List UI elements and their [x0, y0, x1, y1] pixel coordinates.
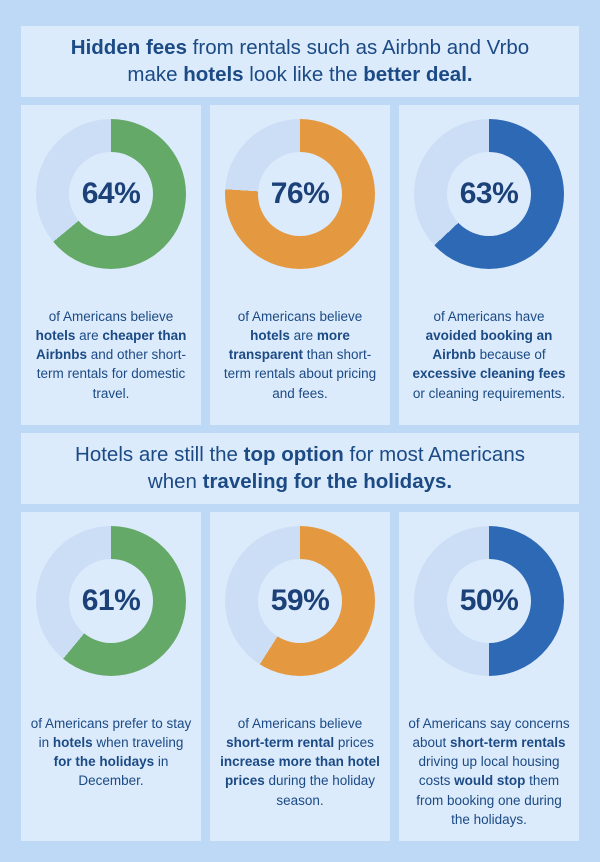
- stat-description: of Americans have avoided booking an Air…: [412, 308, 566, 401]
- stat-card-cleaning-fees: 63% of Americans have avoided booking an…: [399, 104, 579, 425]
- stat-card-cheaper: 64% of Americans believe hotels are chea…: [21, 104, 201, 425]
- donut-percent-label: 64%: [81, 176, 141, 210]
- donut-percent-label: 61%: [81, 583, 141, 617]
- donut-hole: 61%: [69, 558, 153, 643]
- donut-chart-63: 63%: [414, 118, 564, 269]
- donut-percent-label: 63%: [459, 176, 519, 210]
- donut-percent-label: 59%: [270, 583, 330, 617]
- stat-description: of Americans believe short-term rental p…: [220, 715, 380, 808]
- donut-hole: 63%: [447, 151, 531, 236]
- donut-chart-61: 61%: [36, 525, 186, 676]
- donut-hole: 59%: [258, 558, 342, 643]
- stat-description: of Americans believe hotels are more tra…: [223, 308, 377, 401]
- stat-description: of Americans prefer to stay in hotels wh…: [30, 715, 192, 789]
- donut-hole: 50%: [447, 558, 531, 643]
- stat-card-holiday-prices: 59% of Americans believe short-term rent…: [210, 511, 390, 841]
- donut-hole: 76%: [258, 151, 342, 236]
- headline-top-option: Hotels are still the top option for most…: [21, 432, 579, 504]
- stat-card-transparent: 76% of Americans believe hotels are more…: [210, 104, 390, 425]
- donut-chart-50: 50%: [414, 525, 564, 676]
- stat-description: of Americans believe hotels are cheaper …: [35, 308, 187, 401]
- stats-row-2: 61% of Americans prefer to stay in hotel…: [21, 511, 579, 841]
- stats-row-1: 64% of Americans believe hotels are chea…: [21, 104, 579, 425]
- donut-hole: 64%: [69, 151, 153, 236]
- donut-chart-64: 64%: [36, 118, 186, 269]
- donut-percent-label: 50%: [459, 583, 519, 617]
- donut-chart-76: 76%: [225, 118, 375, 269]
- stat-card-housing-costs: 50% of Americans say concerns about shor…: [399, 511, 579, 841]
- donut-chart-59: 59%: [225, 525, 375, 676]
- donut-percent-label: 76%: [270, 176, 330, 210]
- stat-card-holiday-hotels: 61% of Americans prefer to stay in hotel…: [21, 511, 201, 841]
- headline-hidden-fees: Hidden fees from rentals such as Airbnb …: [21, 26, 579, 97]
- stat-description: of Americans say concerns about short-te…: [408, 715, 570, 827]
